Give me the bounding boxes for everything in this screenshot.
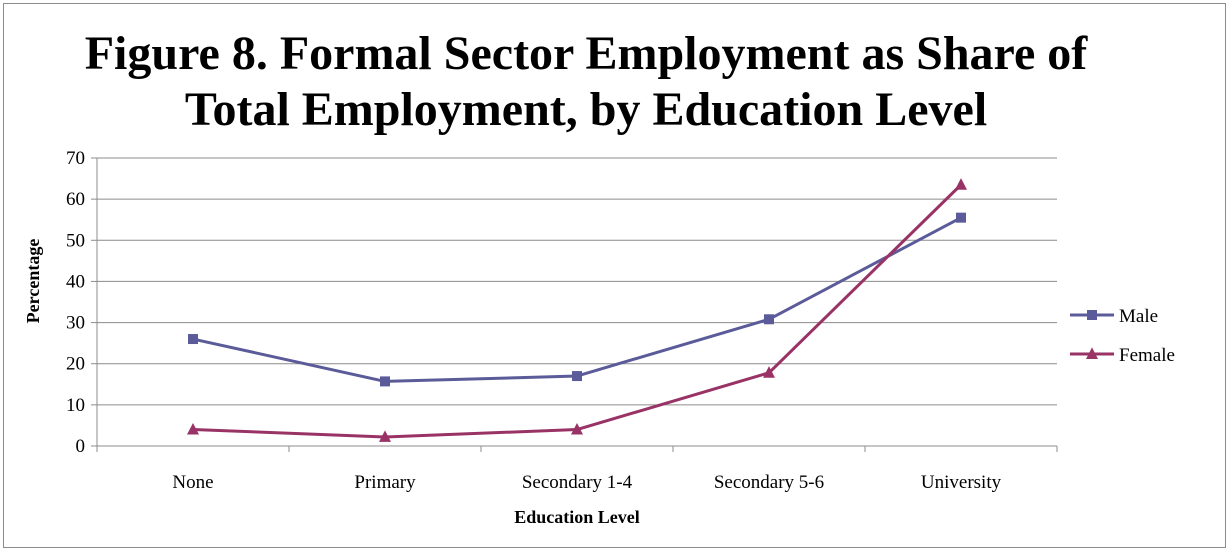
data-point-female <box>763 366 775 378</box>
data-point-female <box>187 422 199 435</box>
x-tick-label: Primary <box>354 472 416 493</box>
y-tick-label: 40 <box>66 271 85 292</box>
legend: Male Female <box>1070 306 1175 366</box>
axes <box>91 157 1058 452</box>
x-axis-title: Education Level <box>514 507 640 527</box>
data-point-female <box>379 430 391 442</box>
legend-label-female: Female <box>1119 345 1175 366</box>
chart-frame <box>3 3 1226 548</box>
y-tick-label: 30 <box>66 313 85 334</box>
gridlines <box>97 157 1057 406</box>
series-layer <box>187 178 967 442</box>
y-tick-labels: 0 10 20 30 40 50 60 70 <box>66 148 85 457</box>
chart-title-line-1: Figure 8. Formal Sector Employment as Sh… <box>85 27 1089 80</box>
x-tick-label: University <box>921 472 1002 493</box>
x-tick-label: Secondary 5-6 <box>714 472 824 493</box>
y-axis-title: Percentage <box>23 239 43 324</box>
y-tick-label: 70 <box>66 148 85 169</box>
series-line-female <box>192 183 963 439</box>
data-point-male <box>956 212 966 223</box>
legend-marker-female <box>1086 347 1098 359</box>
chart-title-line-2: Total Employment, by Education Level <box>185 83 987 136</box>
y-tick-label: 0 <box>76 436 86 457</box>
x-tick-labels: None Primary Secondary 1-4 Secondary 5-6 Uni… <box>172 472 1001 493</box>
legend-label-male: Male <box>1119 306 1158 327</box>
y-tick-label: 50 <box>66 230 85 251</box>
data-point-male <box>764 314 774 325</box>
x-tick-label: Secondary 1-4 <box>522 472 633 493</box>
x-tick-label: None <box>172 472 213 493</box>
data-point-male <box>188 334 198 345</box>
y-tick-label: 60 <box>66 189 85 210</box>
data-point-female <box>571 422 583 435</box>
y-tick-label: 20 <box>66 354 85 375</box>
y-tick-label: 10 <box>66 395 85 416</box>
legend-marker-male <box>1087 310 1097 320</box>
data-point-male <box>380 376 390 387</box>
data-point-female <box>955 178 967 190</box>
data-point-male <box>572 371 582 382</box>
